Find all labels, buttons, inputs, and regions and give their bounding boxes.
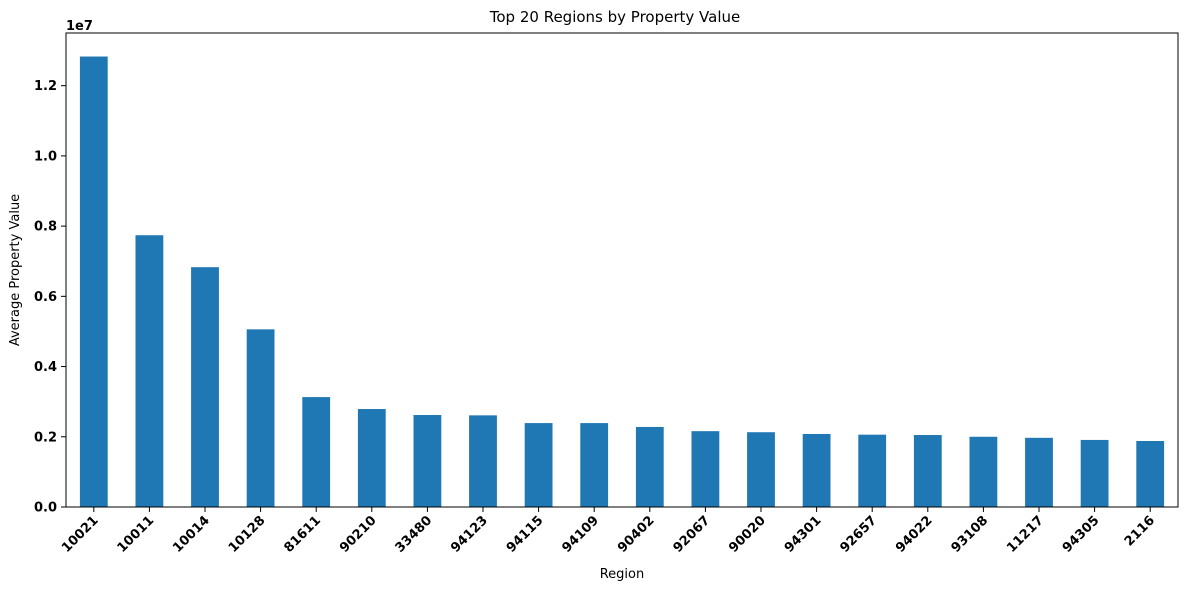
y-tick-label: 0.4 bbox=[34, 360, 57, 375]
y-tick-label: 1.2 bbox=[34, 79, 57, 94]
x-tick-label: 92657 bbox=[837, 513, 880, 556]
x-axis-label: Region bbox=[600, 567, 645, 582]
bar-2116 bbox=[1136, 440, 1165, 507]
y-axis-offset-label: 1e7 bbox=[66, 19, 93, 34]
y-axis-ticks: 0.0 0.2 0.4 0.6 0.8 1.0 1.2 bbox=[34, 79, 66, 516]
x-tick-label: 33480 bbox=[393, 513, 436, 556]
x-tick-label: 93108 bbox=[949, 513, 992, 556]
x-tick-label: 90402 bbox=[615, 513, 658, 556]
bar-93108 bbox=[969, 436, 998, 507]
x-tick-label: 90020 bbox=[726, 513, 769, 556]
bar-92067 bbox=[691, 431, 720, 507]
x-tick-label: 10011 bbox=[115, 513, 158, 556]
x-tick-label: 94022 bbox=[893, 513, 936, 556]
x-tick-label: 94305 bbox=[1060, 513, 1103, 556]
bar-94305 bbox=[1080, 439, 1109, 507]
x-tick-label: 94301 bbox=[782, 513, 825, 556]
x-tick-label: 92067 bbox=[671, 513, 714, 556]
x-tick-label: 10021 bbox=[59, 513, 102, 556]
x-axis-ticks: 10021 10011 10014 10128 81611 90210 33480 94123… bbox=[59, 507, 1158, 556]
x-tick-label: 94115 bbox=[504, 513, 547, 556]
bar-33480 bbox=[413, 415, 442, 507]
y-tick-label: 0.0 bbox=[34, 501, 57, 516]
x-tick-label: 94123 bbox=[448, 513, 491, 556]
x-tick-label: 11217 bbox=[1004, 513, 1047, 556]
bar-94123 bbox=[469, 415, 497, 507]
bar-10128 bbox=[246, 329, 275, 507]
bar-10011 bbox=[135, 235, 164, 508]
chart-title: Top 20 Regions by Property Value bbox=[489, 8, 740, 26]
bar-11217 bbox=[1025, 437, 1053, 507]
y-tick-label: 0.6 bbox=[34, 290, 57, 305]
bar-92657 bbox=[858, 434, 887, 507]
bar-90020 bbox=[747, 432, 775, 507]
bar-90210 bbox=[357, 409, 386, 507]
y-axis-label: Average Property Value bbox=[8, 194, 23, 346]
bar-94022 bbox=[913, 435, 942, 507]
bar-10021 bbox=[79, 56, 108, 507]
x-tick-label: 90210 bbox=[337, 513, 380, 556]
x-tick-label: 94109 bbox=[559, 513, 602, 556]
bar-94301 bbox=[802, 433, 831, 507]
bar-94109 bbox=[580, 423, 609, 507]
x-tick-label: 10128 bbox=[226, 513, 269, 556]
bar-81611 bbox=[302, 397, 331, 507]
x-tick-label: 81611 bbox=[281, 513, 324, 556]
x-tick-label: 2116 bbox=[1122, 513, 1158, 549]
bar-10014 bbox=[191, 267, 219, 507]
bar-94115 bbox=[524, 423, 553, 507]
y-tick-label: 0.2 bbox=[34, 430, 57, 445]
bars-group bbox=[79, 56, 1165, 508]
plot-frame bbox=[65, 32, 1179, 508]
y-tick-label: 0.8 bbox=[34, 220, 57, 235]
x-tick-label: 10014 bbox=[170, 513, 213, 556]
y-tick-label: 1.0 bbox=[34, 149, 57, 164]
bar-90402 bbox=[635, 426, 664, 507]
